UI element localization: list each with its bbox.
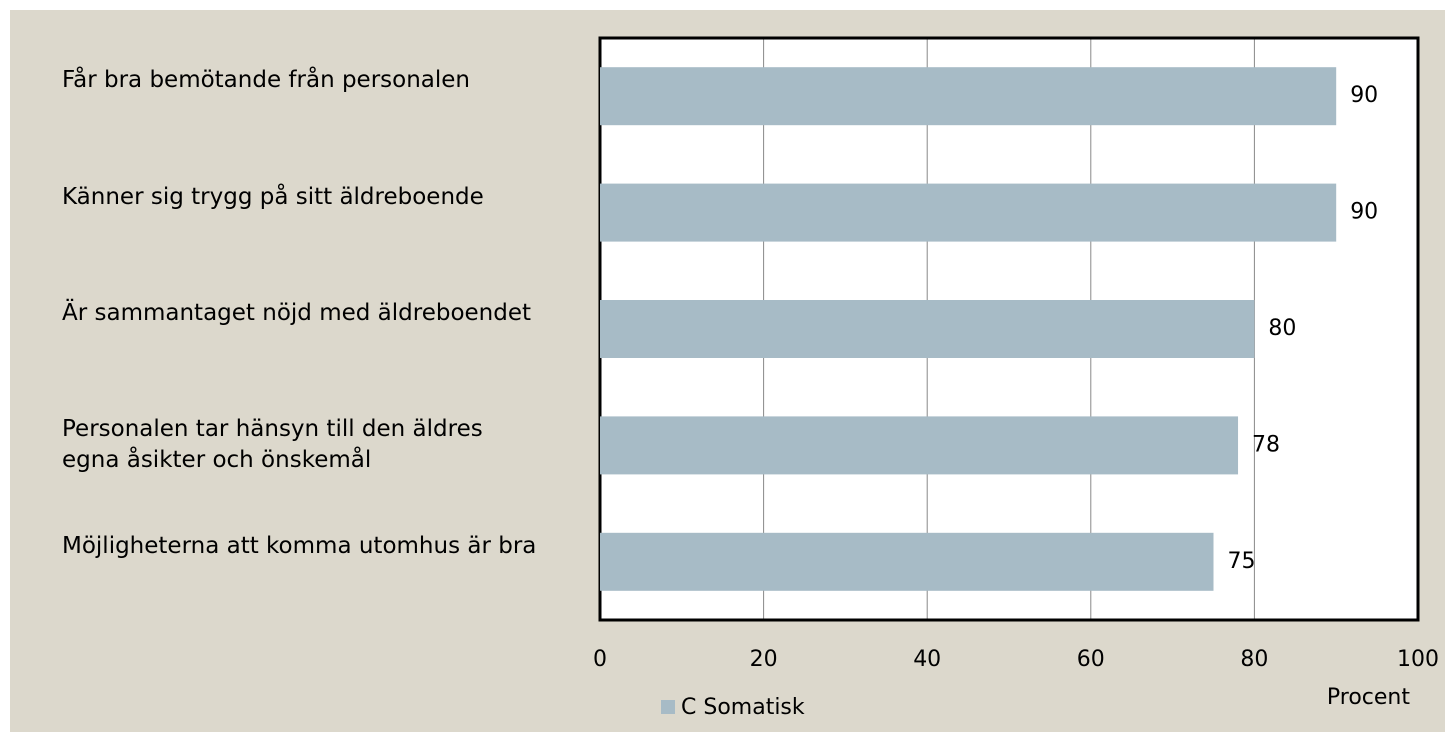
data-label: 75	[1228, 549, 1256, 574]
data-label: 90	[1350, 83, 1378, 108]
x-tick-label: 60	[1077, 647, 1105, 672]
x-tick-label: 0	[593, 647, 607, 672]
x-tick-label: 40	[913, 647, 941, 672]
y-tick-label: Känner sig trygg på sitt äldreboende	[62, 183, 484, 210]
bar	[600, 416, 1239, 475]
legend-label: C Somatisk	[681, 695, 805, 720]
bar	[600, 532, 1214, 591]
y-tick-label: Personalen tar hänsyn till den äldres eg…	[62, 416, 483, 474]
data-label: 80	[1268, 316, 1296, 341]
x-tick-label: 100	[1397, 647, 1439, 672]
bar	[600, 67, 1337, 126]
y-tick-label: Möjligheterna att komma utomhus är bra	[62, 532, 537, 559]
data-label: 90	[1350, 200, 1378, 225]
legend-swatch	[661, 700, 675, 714]
data-label: 78	[1252, 432, 1280, 457]
x-axis-label: Procent	[1327, 685, 1410, 710]
y-tick-label: Får bra bemötande från personalen	[62, 67, 471, 94]
bar	[600, 183, 1337, 242]
bar	[600, 300, 1255, 358]
x-tick-label: 20	[750, 647, 778, 672]
x-tick-label: 80	[1240, 647, 1268, 672]
y-tick-label: Är sammantaget nöjd med äldreboendet	[62, 300, 532, 326]
